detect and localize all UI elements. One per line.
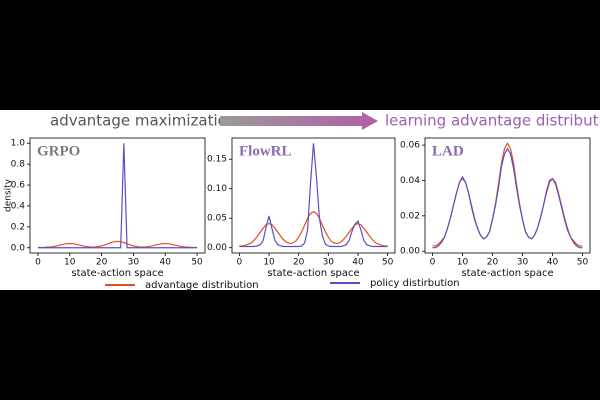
y-tick-label: 0.8 bbox=[11, 160, 26, 170]
x-axis-label: state-action space bbox=[71, 268, 163, 279]
x-tick-label: 30 bbox=[323, 258, 335, 268]
y-axis-label: density bbox=[4, 178, 14, 212]
series-line bbox=[37, 240, 198, 249]
series-line bbox=[37, 143, 198, 249]
plot-frame bbox=[231, 137, 396, 254]
legend-label: policy distirbution bbox=[370, 278, 460, 289]
header-arrow bbox=[220, 112, 378, 130]
x-tick-label: 20 bbox=[487, 258, 499, 268]
panel-title: GRPO bbox=[37, 143, 80, 159]
series-line bbox=[432, 147, 583, 249]
y-tick-label: 1.0 bbox=[11, 139, 26, 149]
x-tick-label: 0 bbox=[35, 258, 41, 268]
y-tick-label: 0.15 bbox=[207, 155, 227, 165]
plot-frame bbox=[29, 137, 206, 254]
y-tick-label: 0.2 bbox=[11, 222, 25, 232]
y-tick-label: 0.0 bbox=[11, 243, 26, 253]
legend-label: advantage distribution bbox=[145, 280, 259, 291]
x-tick-label: 10 bbox=[263, 258, 275, 268]
x-tick-label: 20 bbox=[96, 258, 108, 268]
header-left: advantage maximization bbox=[50, 112, 236, 130]
y-tick-label: 0.06 bbox=[400, 141, 420, 151]
x-axis-label: state-action space bbox=[461, 268, 553, 279]
header-right: learning advantage distribution bbox=[385, 112, 600, 130]
x-axis-label: state-action space bbox=[267, 268, 359, 279]
y-tick-label: 0.04 bbox=[400, 176, 420, 186]
x-tick-label: 50 bbox=[382, 258, 394, 268]
y-tick-label: 0.10 bbox=[207, 184, 227, 194]
x-tick-label: 30 bbox=[128, 258, 140, 268]
x-tick-label: 10 bbox=[64, 258, 76, 268]
x-tick-label: 0 bbox=[430, 258, 436, 268]
x-tick-label: 20 bbox=[293, 258, 305, 268]
y-tick-label: 0.00 bbox=[400, 247, 420, 257]
x-tick-label: 10 bbox=[457, 258, 469, 268]
series-line bbox=[239, 143, 388, 248]
panel-title: FlowRL bbox=[239, 143, 292, 159]
panel-title: LAD bbox=[432, 143, 464, 159]
x-tick-label: 40 bbox=[352, 258, 364, 268]
x-tick-label: 50 bbox=[577, 258, 589, 268]
x-tick-label: 0 bbox=[237, 258, 243, 268]
figure-background bbox=[0, 110, 600, 290]
y-tick-label: 0.05 bbox=[207, 214, 227, 224]
series-line bbox=[239, 211, 388, 247]
x-tick-label: 30 bbox=[517, 258, 529, 268]
y-tick-label: 0.02 bbox=[400, 211, 420, 221]
x-tick-label: 40 bbox=[547, 258, 559, 268]
y-tick-label: 0.4 bbox=[11, 201, 26, 211]
x-tick-label: 40 bbox=[160, 258, 172, 268]
y-tick-label: 0.00 bbox=[207, 243, 227, 253]
x-tick-label: 50 bbox=[191, 258, 203, 268]
plot-frame bbox=[424, 137, 591, 254]
y-tick-label: 0.6 bbox=[11, 181, 26, 191]
